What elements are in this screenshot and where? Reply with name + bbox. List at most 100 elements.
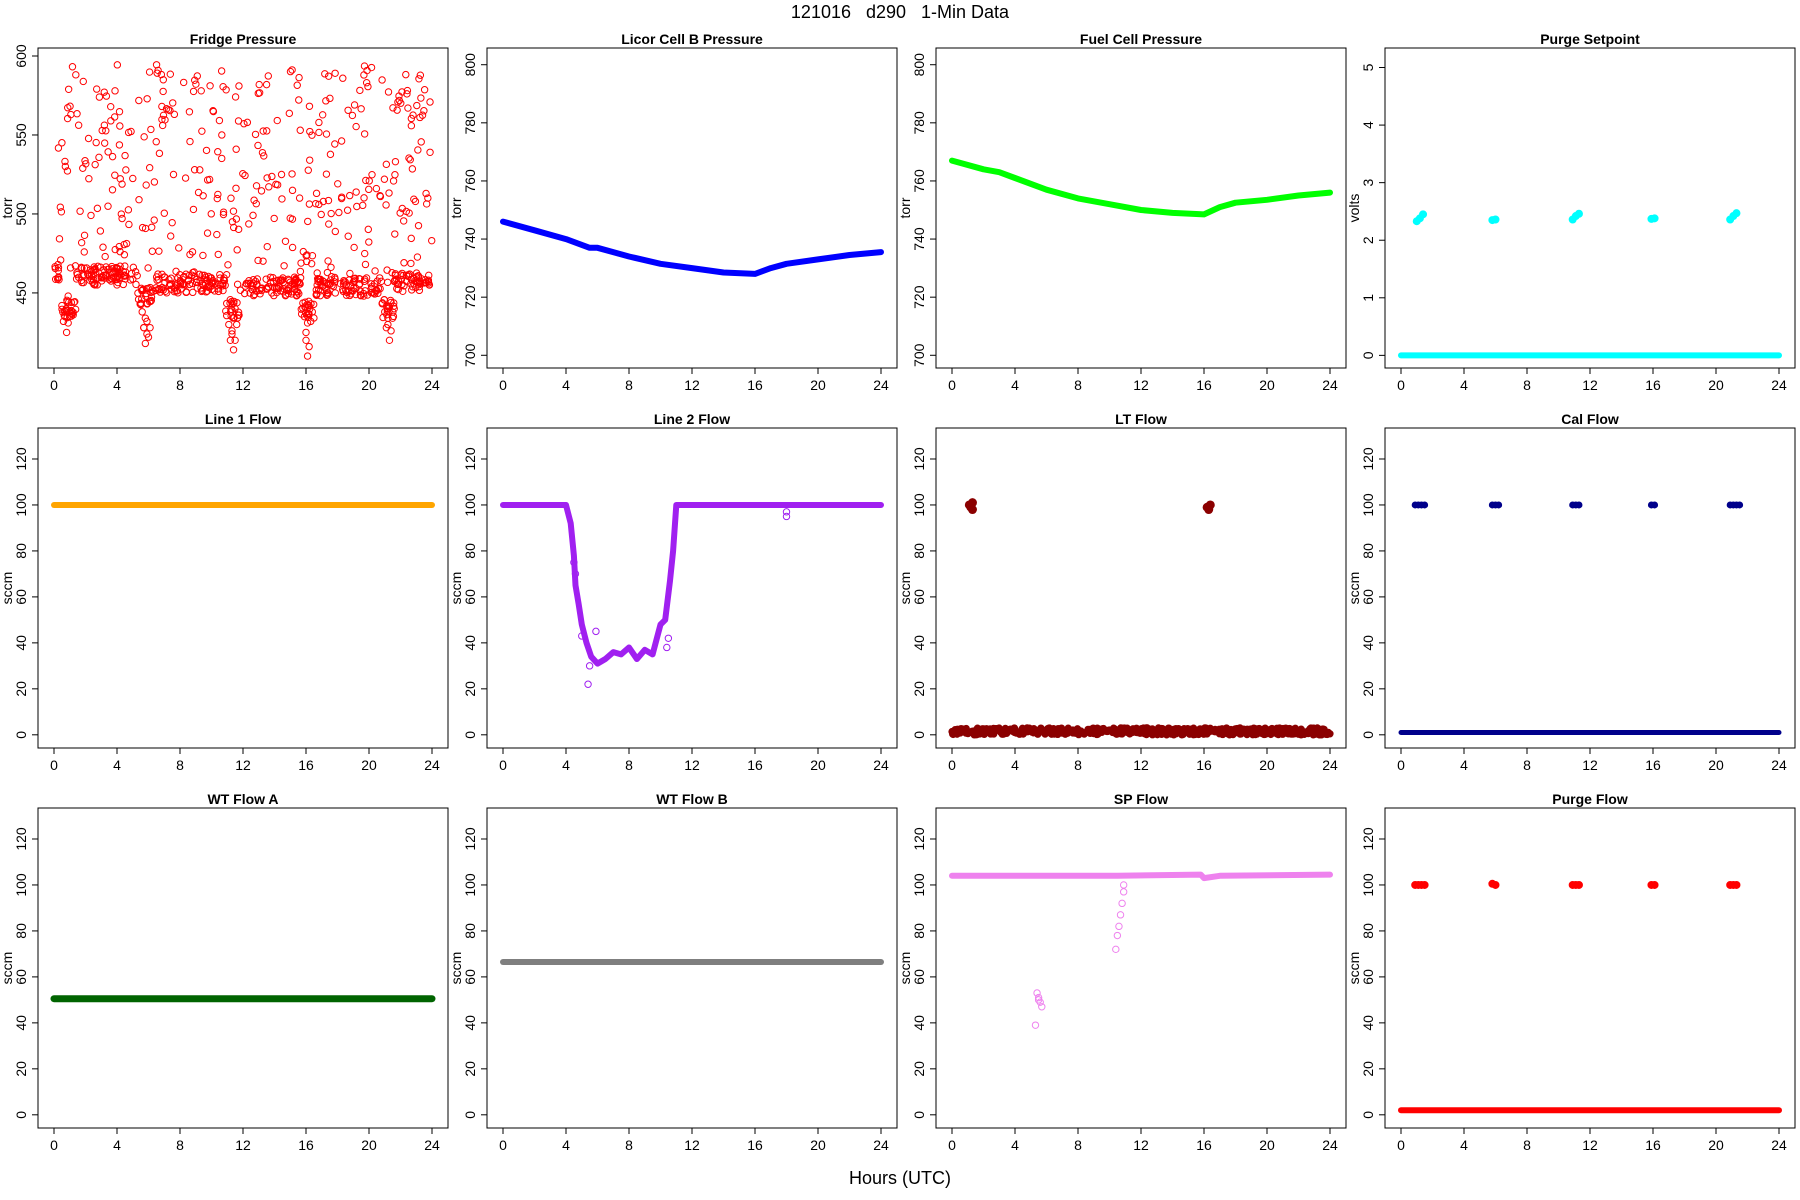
data-point [362,78,371,87]
data-point [138,308,146,316]
series-line [949,157,1333,218]
x-tick-label: 8 [176,1137,184,1153]
data-point [393,280,402,288]
data-point [306,156,314,164]
y-axis-label: sccm [448,952,464,985]
data-point [407,114,416,123]
data-point [426,148,434,157]
data-point [249,282,257,290]
data-point [292,275,300,284]
data-point [1191,730,1199,739]
panel-licor: Licor Cell B Pressure torr 0 4 8 12 16 20 24 700 7… [448,31,898,393]
panel-title: Line 2 Flow [654,411,730,427]
y-tick-label: 760 [462,169,478,193]
data-point [263,242,271,251]
data-point [116,175,124,183]
data-point [391,230,399,238]
data-point [184,276,193,285]
panel-title: Purge Setpoint [1540,31,1640,47]
y-axis-label: sccm [1346,572,1362,605]
x-tick-label: 24 [424,1137,440,1153]
panel-title: Line 1 Flow [205,411,281,427]
data-point [570,558,578,567]
data-point [262,80,271,89]
data-point [1421,501,1429,509]
y-tick-label: 20 [462,681,478,697]
data-point [1736,501,1744,509]
data-point [428,236,436,245]
data-point [1036,998,1044,1006]
data-point [152,284,160,292]
data-point [62,328,71,337]
data-point [296,267,305,276]
data-point [228,306,236,314]
data-point [141,339,150,348]
y-tick-label: 40 [911,1015,927,1031]
data-point [412,283,420,292]
data-point [322,130,331,138]
data-point [972,726,981,734]
data-point [140,323,148,332]
data-point [167,232,175,240]
data-point [1326,730,1334,738]
y-tick-label: 700 [462,343,478,367]
data-point [306,127,314,136]
data-point [185,108,194,116]
data-point [145,68,154,76]
data-point [56,203,65,211]
data-point [222,311,231,320]
y-tick-label: 740 [462,227,478,251]
data-point [983,725,991,734]
data-point [1651,501,1659,509]
x-tick-label: 4 [1011,1137,1019,1153]
y-tick-label: 120 [462,447,478,471]
data-point [412,269,421,277]
data-point [355,281,363,289]
data-point [154,286,162,294]
panel-title: Fuel Cell Pressure [1080,31,1202,47]
data-point [198,127,206,135]
y-tick-label: 120 [13,447,29,471]
data-point [64,292,72,300]
data-point [286,67,295,76]
data-point [160,209,169,217]
y-tick-label: 2 [1360,236,1376,244]
data-point [392,275,401,283]
data-point [316,275,325,284]
y-tick-label: 0 [462,731,478,739]
data-point [115,141,124,149]
data-point [372,184,381,193]
y-tick-label: 60 [13,589,29,605]
data-point [270,214,278,223]
data-point [91,266,99,274]
data-point [393,106,401,114]
data-point [155,284,163,293]
data-point [223,299,231,308]
data-point [133,271,141,280]
x-tick-label: 4 [1011,377,1019,393]
data-point [259,257,267,265]
data-point [61,312,69,321]
data-point [360,130,369,138]
data-point [119,280,128,289]
data-point [348,111,357,120]
data-point [249,291,258,300]
data-point [158,102,166,111]
x-tick-label: 24 [424,377,440,393]
data-point [368,170,376,179]
data-point [90,263,98,271]
data-point [215,116,224,125]
data-point [404,104,412,112]
y-tick-label: 60 [13,969,29,985]
x-tick-label: 12 [1582,1137,1598,1153]
data-point [258,284,266,292]
data-point [80,248,88,256]
data-point [250,290,259,299]
data-point [243,118,252,127]
x-tick-label: 24 [873,1137,889,1153]
panel-title: WT Flow B [656,791,728,807]
data-point [194,188,203,197]
data-point [1112,945,1120,954]
data-point [364,82,372,91]
y-tick-label: 100 [13,493,29,517]
